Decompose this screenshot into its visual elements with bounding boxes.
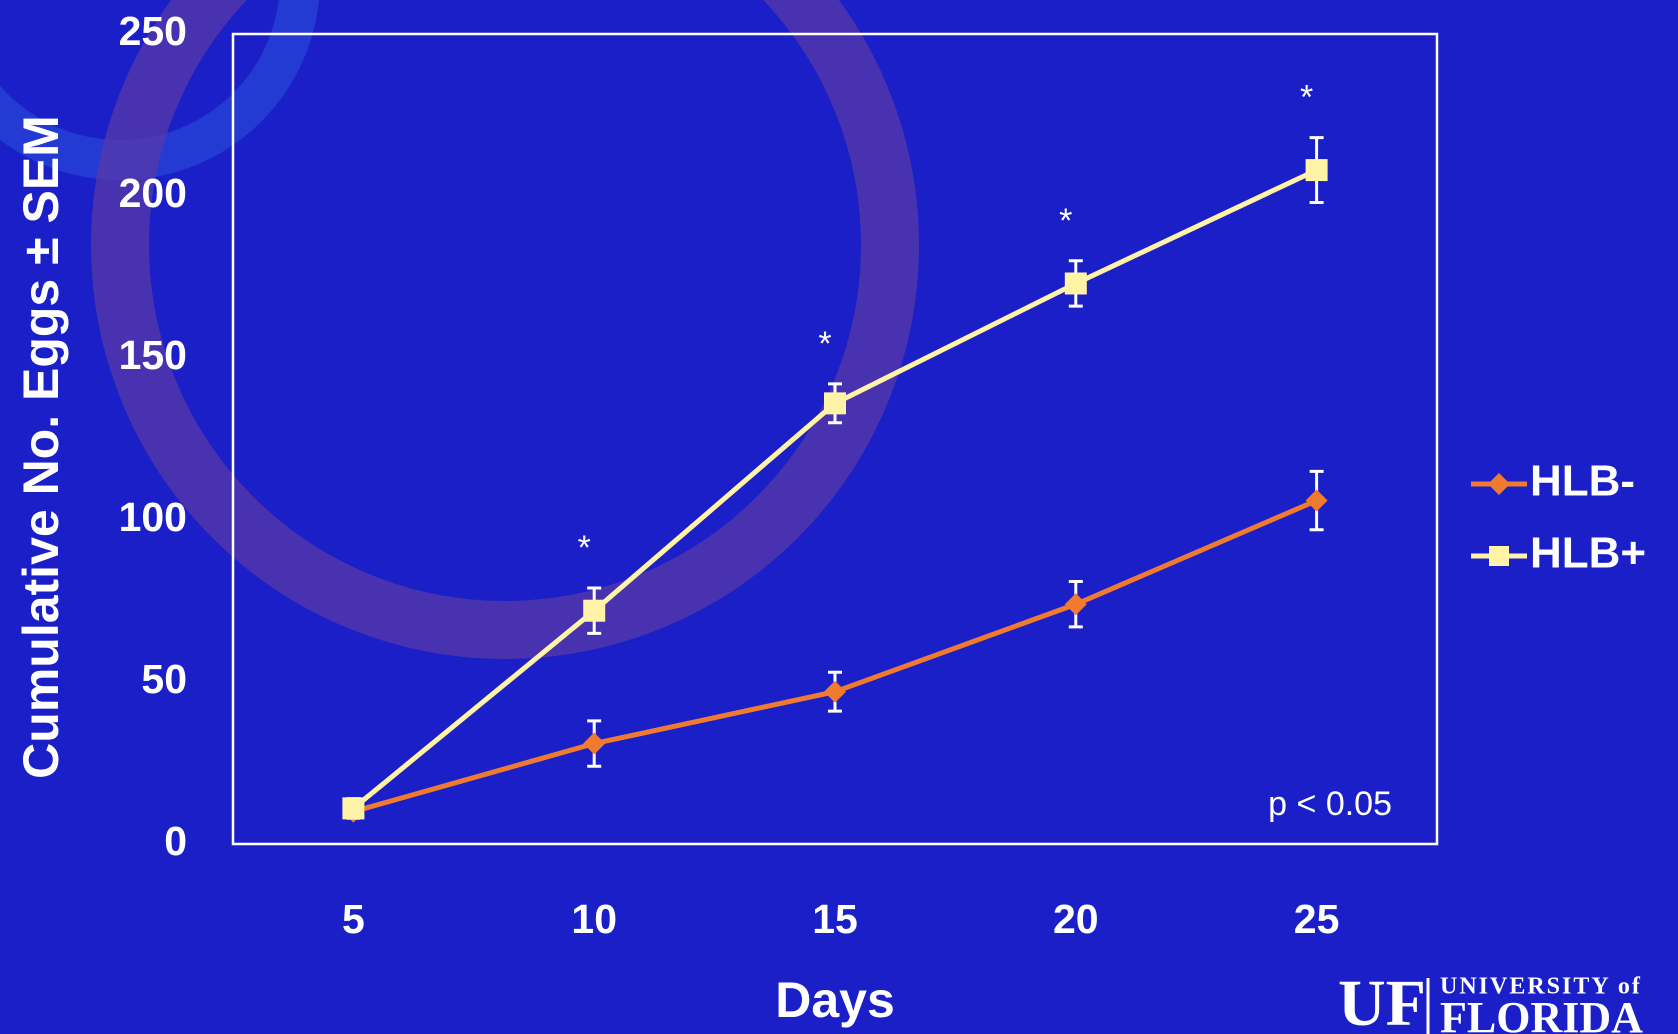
x-tick-label: 20 [1053, 896, 1099, 942]
legend-label: HLB- [1530, 457, 1635, 506]
marker [583, 600, 605, 622]
y-axis-label: Cumulative No. Eggs ± SEM [13, 115, 69, 779]
legend-label: HLB+ [1530, 529, 1646, 578]
logo-line2: FLORIDA [1440, 993, 1643, 1034]
chart: Cumulative No. Eggs ± SEM Days p < 0.05 … [0, 0, 1678, 1034]
y-tick-label: 200 [119, 170, 187, 216]
legend-marker [1489, 546, 1509, 566]
logo-mark: UF [1338, 967, 1426, 1034]
marker [1306, 159, 1328, 181]
x-axis-label: Days [775, 972, 895, 1028]
significance-mark: * [818, 325, 831, 363]
marker [824, 392, 846, 414]
marker [342, 797, 364, 819]
x-tick-label: 5 [342, 896, 365, 942]
x-tick-label: 10 [571, 896, 617, 942]
significance-mark: * [578, 529, 591, 567]
y-tick-label: 250 [119, 8, 187, 54]
logo: UF UNIVERSITY of FLORIDA [1338, 967, 1643, 1034]
x-tick-label: 25 [1294, 896, 1340, 942]
significance-mark: * [1300, 79, 1313, 117]
y-tick-label: 0 [164, 818, 187, 864]
p-value-note: p < 0.05 [1268, 785, 1392, 823]
significance-mark: * [1059, 202, 1072, 240]
y-tick-label: 100 [119, 494, 187, 540]
y-tick-label: 50 [141, 656, 187, 702]
marker [1065, 272, 1087, 294]
x-tick-label: 15 [812, 896, 858, 942]
y-tick-label: 150 [119, 332, 187, 378]
